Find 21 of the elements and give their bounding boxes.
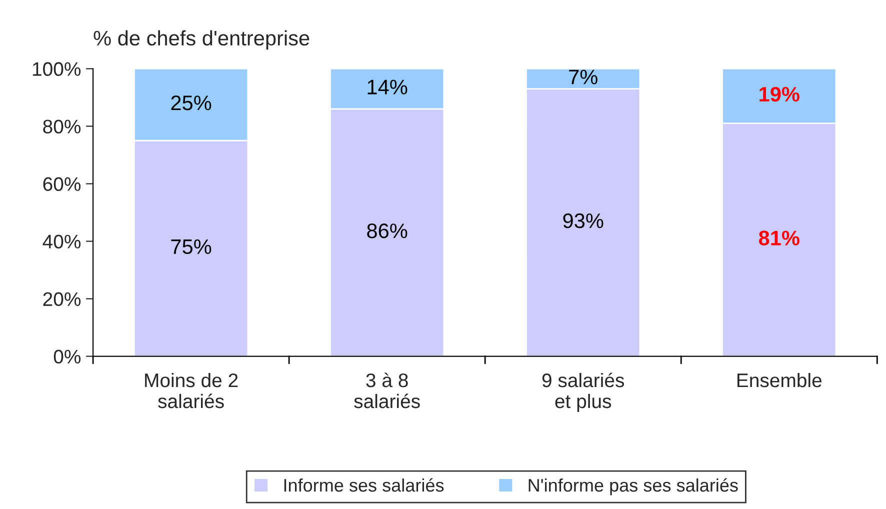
y-axis-title: % de chefs d'entreprise <box>94 30 310 50</box>
legend-label: Informe ses salariés <box>284 478 444 492</box>
y-tick-label: 20% <box>43 292 81 306</box>
data-label: 81% <box>758 230 800 246</box>
y-tick-label: 100% <box>32 62 81 76</box>
data-label: 14% <box>368 80 408 94</box>
data-label: 25% <box>171 96 212 110</box>
y-tick-label: 60% <box>43 177 81 191</box>
data-label: 7% <box>569 70 598 84</box>
data-label: 19% <box>760 86 800 102</box>
data-label: 86% <box>367 223 408 238</box>
x-tick-label: 9 salariés et plus <box>542 372 624 412</box>
data-label: 93% <box>563 213 604 228</box>
y-tick-label: 80% <box>43 120 81 134</box>
x-tick-label: Ensemble <box>737 372 822 388</box>
data-label: 75% <box>171 239 212 254</box>
x-tick-label: 3 à 8 salariés <box>354 372 420 408</box>
x-tick-label: Moins de 2 salariés <box>145 372 238 408</box>
y-tick-label: 0% <box>54 350 81 364</box>
legend-label: N'informe pas ses salariés <box>528 478 738 496</box>
y-tick-label: 40% <box>42 234 81 249</box>
